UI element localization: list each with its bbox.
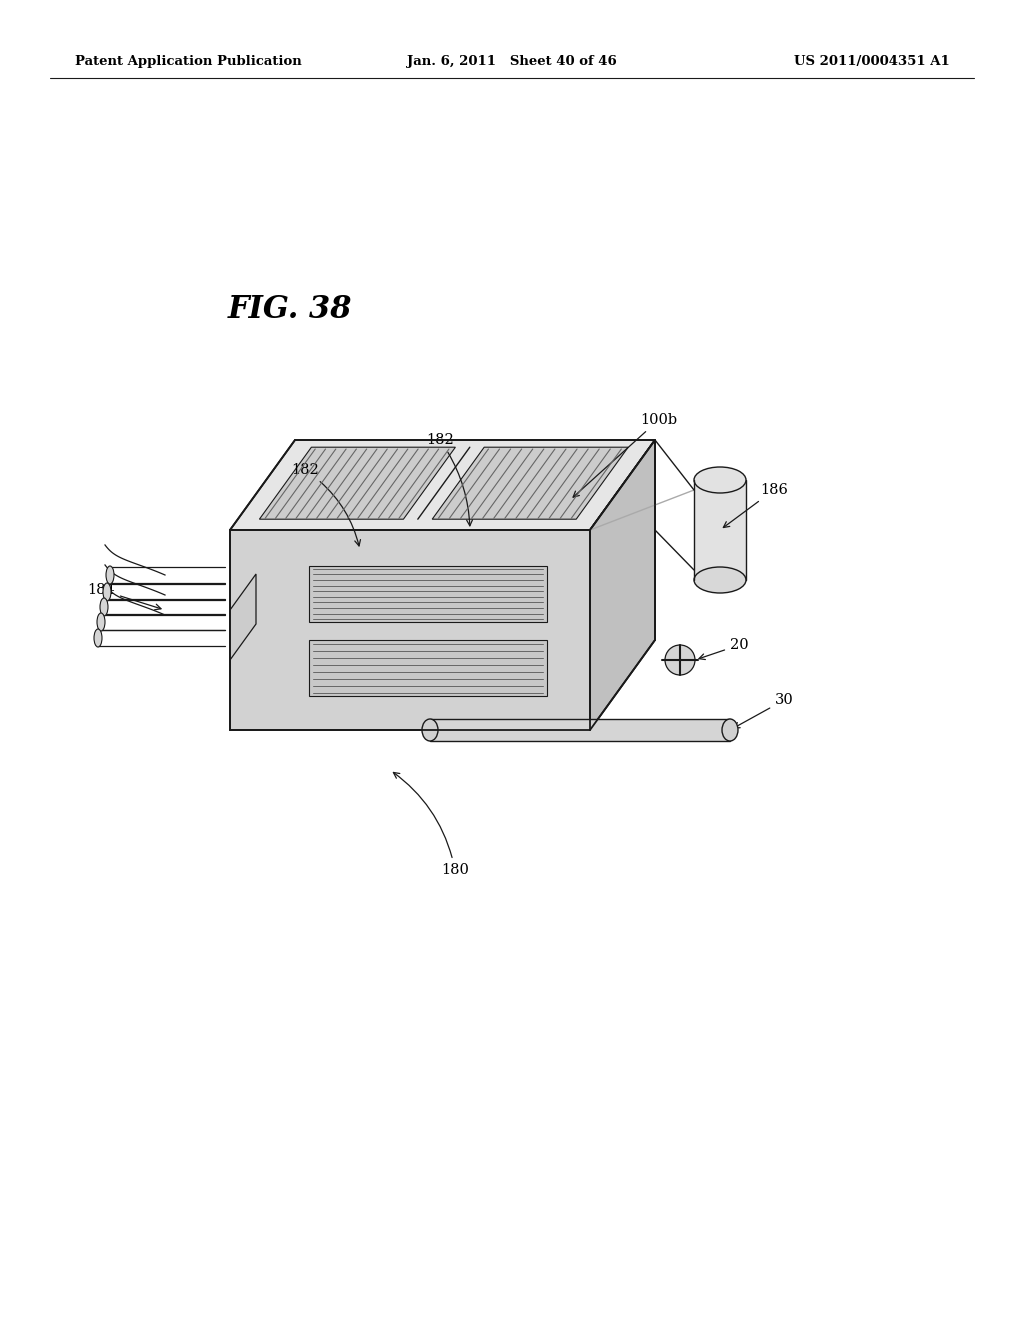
Polygon shape [590,440,655,730]
Ellipse shape [103,583,111,601]
Ellipse shape [100,598,108,616]
Ellipse shape [422,719,438,741]
Polygon shape [230,531,590,730]
Polygon shape [230,440,655,531]
Polygon shape [590,440,655,640]
Polygon shape [430,719,730,741]
Text: Jan. 6, 2011   Sheet 40 of 46: Jan. 6, 2011 Sheet 40 of 46 [408,55,616,69]
Text: 182: 182 [426,433,472,525]
Text: US 2011/0004351 A1: US 2011/0004351 A1 [795,55,950,69]
Text: 182: 182 [291,463,360,546]
Polygon shape [259,447,456,519]
Text: Patent Application Publication: Patent Application Publication [75,55,302,69]
Polygon shape [432,447,628,519]
Ellipse shape [694,467,746,492]
Polygon shape [694,480,746,579]
Text: 180: 180 [393,772,469,876]
Ellipse shape [694,568,746,593]
Text: 20: 20 [699,638,749,660]
Text: 30: 30 [733,693,794,729]
Text: 186: 186 [723,483,787,528]
Ellipse shape [97,612,105,631]
Ellipse shape [665,645,695,675]
Polygon shape [309,640,547,696]
Text: FIG. 38: FIG. 38 [228,294,352,326]
Polygon shape [230,574,256,660]
Ellipse shape [106,566,114,583]
Ellipse shape [94,630,102,647]
Text: 100b: 100b [573,413,677,498]
Text: 184: 184 [87,583,161,610]
Polygon shape [309,566,547,622]
Ellipse shape [722,719,738,741]
